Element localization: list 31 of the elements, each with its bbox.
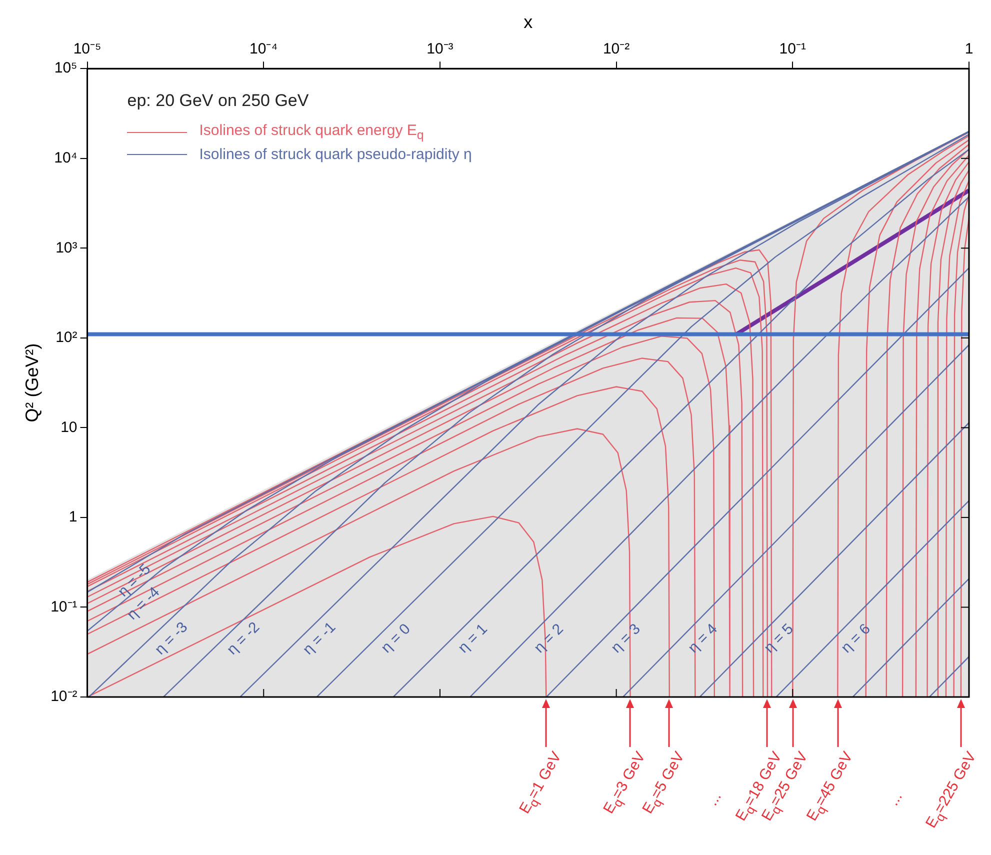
y-tick-label: 1 xyxy=(68,508,78,526)
text: ... xyxy=(704,789,726,809)
x-tick-label: 10⁻¹ xyxy=(779,40,806,58)
legend-label: Isolines of struck quark pseudo-rapidity η xyxy=(199,144,472,165)
x-tick-label: 1 xyxy=(964,40,974,58)
annotation: η = 0 xyxy=(378,620,414,656)
y-tick-label: 10⁴ xyxy=(54,150,78,167)
annotation: η = 5 xyxy=(761,620,797,656)
annotation: η = 4 xyxy=(684,620,720,656)
annotation: η = -1 xyxy=(300,618,340,658)
annotation: η = -3 xyxy=(152,618,192,658)
annotation: η = 1 xyxy=(454,620,491,656)
x-tick-label: 10⁻² xyxy=(602,40,630,58)
legend-label: Isolines of struck quark energy E$_{q}$ xyxy=(199,120,424,144)
y-tick-label: 10⁻² xyxy=(50,688,78,706)
y-tick-label: 10⁵ xyxy=(54,60,78,77)
annotation: η = 2 xyxy=(531,620,568,656)
x-tick-label: 10⁻⁵ xyxy=(73,40,102,58)
x-axis-title: x xyxy=(524,12,533,32)
x-tick-label: 10⁻³ xyxy=(426,40,454,58)
text: ... xyxy=(885,789,906,809)
y-tick-label: 10² xyxy=(56,329,78,346)
annotation: η = 3 xyxy=(608,620,644,656)
legend-title: ep: 20 GeV on 250 GeV xyxy=(127,90,310,111)
y-tick-label: 10 xyxy=(60,418,78,436)
annotation: η = -2 xyxy=(223,618,263,658)
y-axis-title: Q² (GeV²) xyxy=(22,343,42,422)
annotation: η = 6 xyxy=(838,620,874,656)
y-tick-label: 10³ xyxy=(56,239,78,256)
x-tick-label: 10⁻⁴ xyxy=(250,40,278,58)
y-tick-label: 10⁻¹ xyxy=(50,598,78,616)
